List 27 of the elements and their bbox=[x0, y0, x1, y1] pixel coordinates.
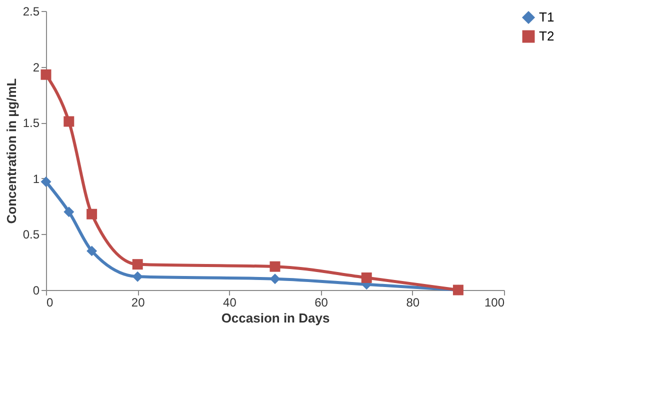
y-tick-label: 0.5 bbox=[22, 228, 40, 242]
x-tick-label: 60 bbox=[314, 296, 328, 310]
x-tick-label: 80 bbox=[406, 296, 420, 310]
y-tick-label: 1 bbox=[32, 172, 40, 186]
y-tick-label: 1.5 bbox=[22, 116, 40, 130]
legend-label: T1 bbox=[539, 10, 554, 24]
legend-label: T2 bbox=[539, 28, 554, 44]
x-tick-label: 20 bbox=[131, 296, 146, 310]
point bbox=[132, 259, 143, 270]
point bbox=[40, 176, 52, 187]
x-tick-label: 40 bbox=[223, 296, 237, 310]
point bbox=[64, 206, 74, 218]
point bbox=[40, 69, 52, 80]
point bbox=[86, 208, 98, 220]
y-axis-title: Concentration in µg/mL bbox=[4, 78, 19, 224]
point bbox=[132, 271, 143, 282]
y-tick-label: 2 bbox=[32, 60, 40, 74]
x-tick-label: 0 bbox=[46, 296, 54, 310]
y-tick-label: 0 bbox=[32, 284, 40, 298]
point bbox=[86, 246, 98, 256]
point bbox=[64, 116, 74, 127]
y-tick-label: 2.5 bbox=[22, 4, 40, 18]
point bbox=[270, 261, 280, 272]
point bbox=[270, 274, 280, 284]
x-axis-title: Occasion in Days bbox=[221, 310, 330, 326]
x-tick-label: 100 bbox=[484, 296, 505, 310]
point bbox=[361, 272, 372, 283]
